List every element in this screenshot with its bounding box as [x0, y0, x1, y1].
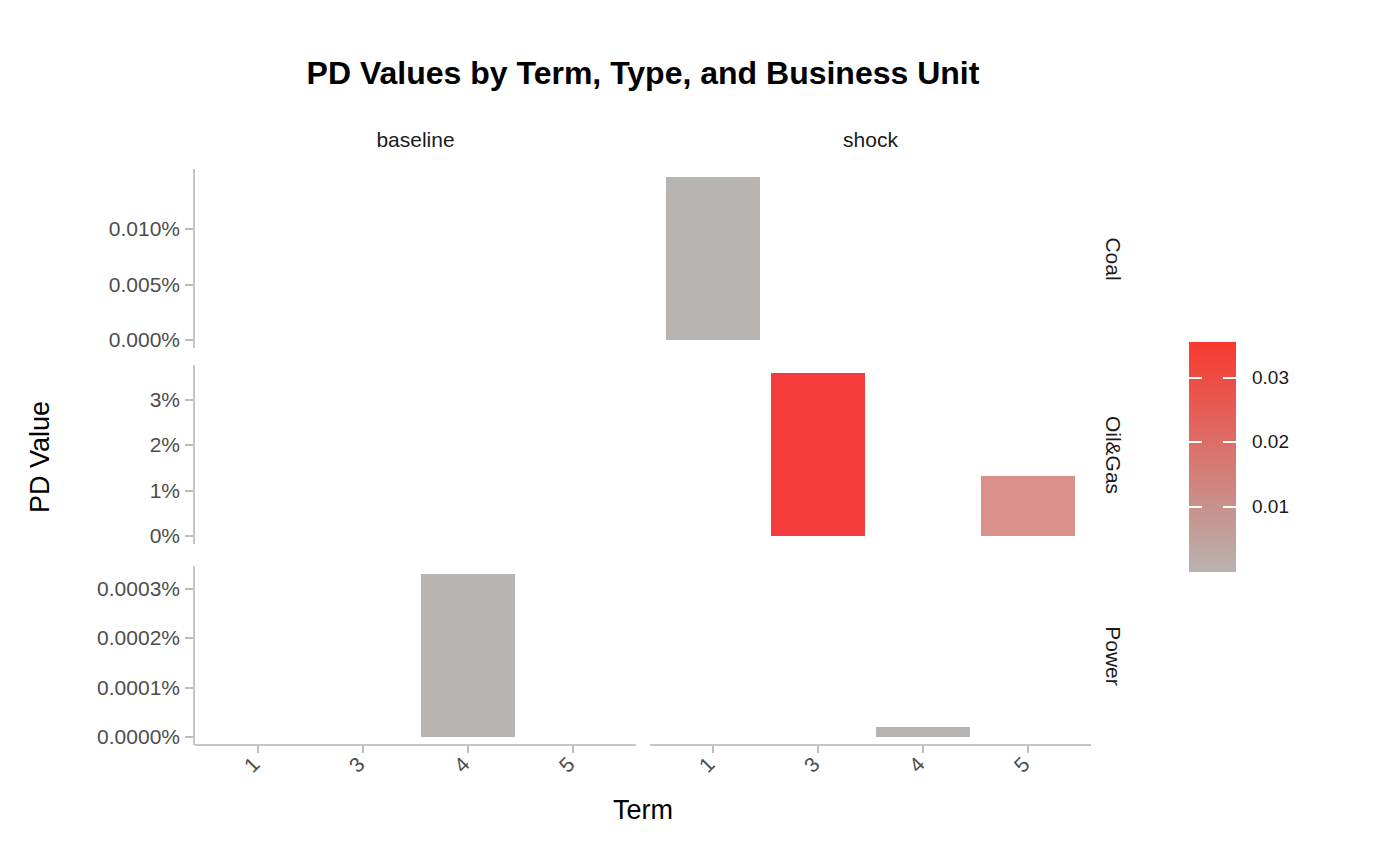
y-tick-label: 3%: [20, 387, 180, 413]
x-tick-label: 5: [548, 746, 586, 784]
y-axis-line: [193, 169, 195, 348]
y-tick-label: 0.0002%: [20, 625, 180, 651]
y-tick-label: 0.0003%: [20, 576, 180, 602]
bar-Oil&Gas-shock-term5: [981, 476, 1076, 536]
y-tick-label: 1%: [20, 478, 180, 504]
facet-row-label-Oil&Gas: Oil&Gas: [1096, 365, 1130, 544]
y-tick-mark: [185, 284, 193, 286]
chart-title: PD Values by Term, Type, and Business Un…: [195, 55, 1091, 92]
y-tick-label: 0%: [20, 523, 180, 549]
facet-row-label-Power: Power: [1096, 566, 1130, 745]
x-tick-label: 4: [898, 746, 936, 784]
legend-tick-label: 0.02: [1252, 429, 1289, 455]
y-axis-line: [193, 365, 195, 544]
x-tick-label: 1: [688, 746, 726, 784]
y-tick-mark: [185, 736, 193, 738]
y-tick-label: 0.0001%: [20, 675, 180, 701]
y-tick-mark: [185, 687, 193, 689]
y-tick-label: 2%: [20, 432, 180, 458]
facet-column-label-baseline: baseline: [195, 128, 636, 152]
y-axis-line: [193, 566, 195, 745]
legend-tick-label: 0.01: [1252, 494, 1289, 520]
y-tick-mark: [185, 339, 193, 341]
bar-Oil&Gas-shock-term3: [771, 373, 866, 536]
x-tick-label: 3: [338, 746, 376, 784]
y-tick-label: 0.005%: [20, 272, 180, 298]
legend-tick-mark: [1189, 506, 1202, 508]
legend-tick-mark: [1223, 506, 1236, 508]
bar-Power-baseline-term4: [421, 574, 516, 737]
y-tick-mark: [185, 444, 193, 446]
facet-row-label-text: Power: [1101, 626, 1125, 686]
y-tick-mark: [185, 535, 193, 537]
y-tick-label: 0.010%: [20, 216, 180, 242]
bar-Coal-shock-term1: [666, 177, 761, 340]
bar-Power-shock-term4: [876, 727, 971, 737]
legend-tick-mark: [1223, 441, 1236, 443]
chart: PD Values by Term, Type, and Business Un…: [0, 0, 1400, 865]
legend-tick-label: 0.03: [1252, 365, 1289, 391]
x-tick-label: 3: [793, 746, 831, 784]
legend-tick-mark: [1223, 377, 1236, 379]
y-tick-mark: [185, 588, 193, 590]
x-tick-label: 5: [1003, 746, 1041, 784]
x-tick-label: 4: [443, 746, 481, 784]
y-tick-label: 0.000%: [20, 327, 180, 353]
facet-row-label-Coal: Coal: [1096, 169, 1130, 348]
y-tick-mark: [185, 399, 193, 401]
facet-column-label-shock: shock: [650, 128, 1091, 152]
y-tick-mark: [185, 490, 193, 492]
y-tick-label: 0.0000%: [20, 724, 180, 750]
facet-row-label-text: Oil&Gas: [1101, 415, 1125, 493]
legend-tick-mark: [1189, 377, 1202, 379]
x-axis-title: Term: [195, 795, 1091, 826]
y-tick-mark: [185, 637, 193, 639]
y-tick-mark: [185, 228, 193, 230]
facet-row-label-text: Coal: [1101, 237, 1125, 280]
legend-tick-mark: [1189, 441, 1202, 443]
x-tick-label: 1: [233, 746, 271, 784]
